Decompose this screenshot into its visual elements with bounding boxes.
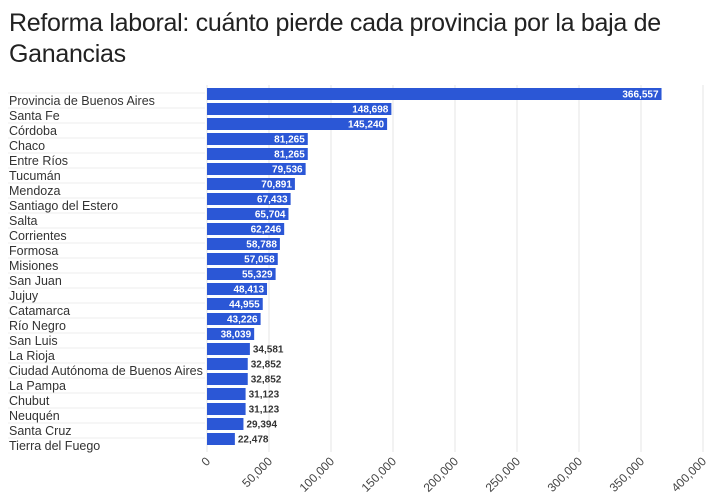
data-label: 148,698 [352, 105, 389, 116]
x-tick-label: 350,000 [607, 454, 648, 495]
bar [207, 268, 276, 280]
data-label: 31,123 [249, 405, 280, 416]
bar [207, 343, 250, 355]
data-label: 70,891 [261, 180, 292, 191]
category-label: Córdoba [9, 124, 57, 138]
data-label: 81,265 [274, 150, 305, 161]
x-tick-label: 100,000 [297, 454, 338, 495]
data-label: 44,955 [229, 300, 260, 311]
bar [207, 133, 308, 145]
bar [207, 328, 255, 340]
bar [207, 178, 295, 190]
data-label: 57,058 [244, 255, 275, 266]
category-label: Entre Ríos [9, 154, 68, 168]
data-label: 38,039 [221, 330, 252, 341]
x-tick-label: 50,000 [239, 454, 275, 490]
x-tick-label: 400,000 [669, 454, 710, 495]
category-label: Santiago del Estero [9, 199, 118, 213]
data-label: 58,788 [246, 240, 277, 251]
data-label: 43,226 [227, 315, 258, 326]
bar [207, 103, 392, 115]
bar [207, 373, 248, 385]
x-tick-label: 250,000 [483, 454, 524, 495]
chart-title: Reforma laboral: cuánto pierde cada prov… [9, 9, 661, 68]
data-label: 55,329 [242, 270, 273, 281]
bar [207, 163, 306, 175]
category-label: Provincia de Buenos Aires [9, 94, 155, 108]
category-label: Santa Fe [9, 109, 60, 123]
category-label: Santa Cruz [9, 424, 72, 438]
bar [207, 253, 278, 265]
data-label: 22,478 [238, 435, 269, 446]
x-tick-label: 150,000 [359, 454, 400, 495]
bar [207, 208, 289, 220]
bar [207, 193, 291, 205]
bar [207, 118, 388, 130]
data-label: 29,394 [246, 420, 277, 431]
category-label: Ciudad Autónoma de Buenos Aires [9, 364, 203, 378]
category-label: Río Negro [9, 319, 66, 333]
category-label: Chaco [9, 139, 45, 153]
category-label: Misiones [9, 259, 58, 273]
x-tick-label: 300,000 [545, 454, 586, 495]
bar [207, 433, 235, 445]
data-label: 32,852 [251, 360, 282, 371]
category-label: La Rioja [9, 349, 55, 363]
bar [207, 403, 246, 415]
data-label: 34,581 [253, 345, 284, 356]
data-label: 32,852 [251, 375, 282, 386]
category-label: Catamarca [9, 304, 70, 318]
x-tick-label: 0 [198, 454, 213, 469]
category-label: San Juan [9, 274, 62, 288]
data-label: 62,246 [251, 225, 282, 236]
bar [207, 223, 285, 235]
category-label: Neuquén [9, 409, 60, 423]
bar [207, 313, 261, 325]
bar [207, 238, 280, 250]
data-label: 366,557 [622, 90, 659, 101]
category-label: Mendoza [9, 184, 60, 198]
data-label: 79,536 [272, 165, 303, 176]
category-label: La Pampa [9, 379, 66, 393]
bar [207, 298, 263, 310]
category-label: Tucumán [9, 169, 61, 183]
bar [207, 88, 662, 100]
x-tick-label: 200,000 [421, 454, 462, 495]
data-label: 81,265 [274, 135, 305, 146]
data-label: 65,704 [255, 210, 286, 221]
bar [207, 283, 268, 295]
data-label: 48,413 [233, 285, 264, 296]
bar [207, 418, 244, 430]
category-label: Jujuy [9, 289, 39, 303]
category-label: San Luis [9, 334, 58, 348]
category-label: Corrientes [9, 229, 67, 243]
bar [207, 388, 246, 400]
data-label: 31,123 [249, 390, 280, 401]
category-label: Formosa [9, 244, 58, 258]
data-label: 67,433 [257, 195, 288, 206]
category-label: Chubut [9, 394, 50, 408]
category-label: Tierra del Fuego [9, 439, 100, 453]
category-label: Salta [9, 214, 38, 228]
data-label: 145,240 [348, 120, 385, 131]
bar [207, 148, 308, 160]
bar [207, 358, 248, 370]
